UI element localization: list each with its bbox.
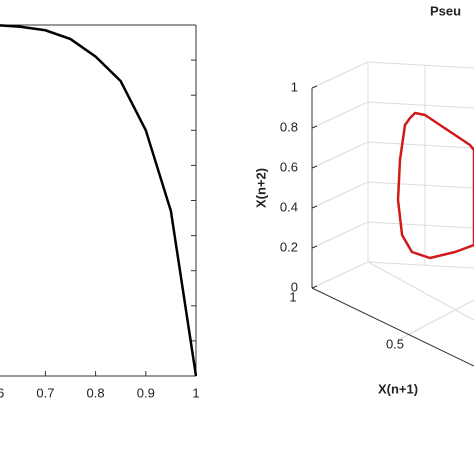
z-tick-label: 0.2: [280, 239, 298, 254]
x-tick-label: 0.6: [0, 385, 4, 400]
z-tick: [311, 205, 318, 209]
z-tick-label: 0.6: [280, 159, 298, 174]
x-tick-label: 0.8: [87, 385, 105, 400]
x-tick-label: 1: [192, 385, 199, 400]
z-tick-label: 1: [291, 79, 298, 94]
loop: [396, 111, 474, 260]
x-tick-label: 1: [289, 289, 296, 304]
chart-title: Pseu: [430, 3, 461, 18]
x-tick-label: 0.5: [386, 336, 404, 351]
z-tick: [311, 125, 318, 129]
z-tick-label: 0: [291, 279, 298, 294]
z-tick-label: 0.8: [280, 119, 298, 134]
curve: [0, 24, 198, 377]
z-tick-label: 0.4: [280, 199, 298, 214]
z-tick: [311, 285, 318, 289]
box-3d: [311, 61, 474, 367]
z-tick: [311, 85, 318, 89]
z-tick: [311, 165, 318, 169]
x-tick-label: 0.7: [36, 385, 54, 400]
z-axis-label: X(n+2): [253, 168, 268, 208]
z-tick: [311, 245, 318, 249]
x-tick-label: 0.9: [137, 385, 155, 400]
x-axis-label: X(n+1): [378, 381, 418, 396]
